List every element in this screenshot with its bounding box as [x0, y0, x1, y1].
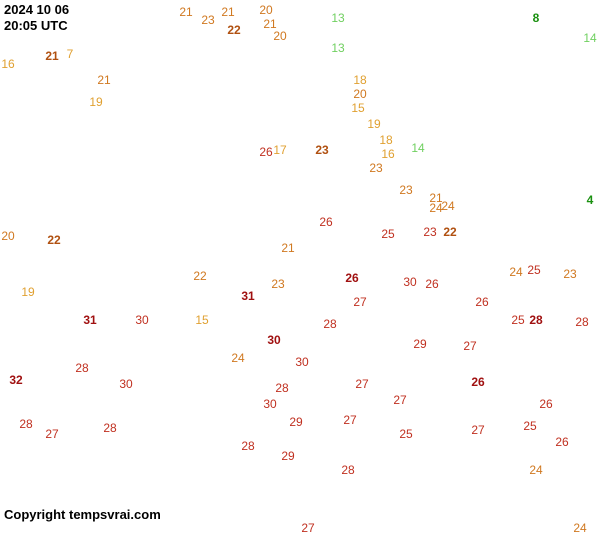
temperature-point: 27: [45, 428, 58, 440]
temperature-point: 17: [273, 144, 286, 156]
date-line: 2024 10 06: [4, 2, 69, 17]
temperature-point: 27: [301, 522, 314, 534]
temperature-point: 26: [259, 146, 272, 158]
temperature-point: 30: [403, 276, 416, 288]
temperature-map: 2024 10 06 20:05 UTC 21 23 21 22 20 21 20 13 13 8…: [0, 0, 600, 536]
temperature-point: 27: [353, 296, 366, 308]
temperature-point: 26: [319, 216, 332, 228]
temperature-point: 23: [423, 226, 436, 238]
temperature-point: 21: [45, 50, 58, 62]
temperature-point: 23: [563, 268, 576, 280]
temperature-point: 22: [193, 270, 206, 282]
temperature-point: 30: [119, 378, 132, 390]
temperature-point: 22: [227, 24, 240, 36]
temperature-point: 28: [275, 382, 288, 394]
temperature-point: 21: [281, 242, 294, 254]
temperature-point: 16: [1, 58, 14, 70]
time-line: 20:05 UTC: [4, 18, 68, 33]
temperature-point: 27: [463, 340, 476, 352]
temperature-point: 31: [241, 290, 254, 302]
temperature-point: 14: [411, 142, 424, 154]
temperature-point: 25: [523, 420, 536, 432]
temperature-point: 24: [529, 464, 542, 476]
temperature-point: 20: [273, 30, 286, 42]
temperature-point: 28: [103, 422, 116, 434]
temperature-point: 30: [135, 314, 148, 326]
temperature-point: 24: [231, 352, 244, 364]
temperature-point: 19: [367, 118, 380, 130]
temperature-point: 22: [47, 234, 60, 246]
temperature-point: 25: [399, 428, 412, 440]
temperature-point: 7: [67, 48, 74, 60]
timestamp-header: 2024 10 06 20:05 UTC: [4, 2, 69, 35]
temperature-point: 30: [263, 398, 276, 410]
temperature-point: 20: [353, 88, 366, 100]
temperature-point: 28: [575, 316, 588, 328]
temperature-point: 15: [195, 314, 208, 326]
temperature-point: 25: [527, 264, 540, 276]
temperature-point: 29: [289, 416, 302, 428]
temperature-point: 23: [315, 144, 328, 156]
temperature-point: 19: [89, 96, 102, 108]
temperature-point: 29: [281, 450, 294, 462]
temperature-point: 22: [443, 226, 456, 238]
temperature-point: 28: [529, 314, 542, 326]
temperature-point: 24: [441, 200, 454, 212]
temperature-point: 8: [533, 12, 540, 24]
copyright-footer: Copyright tempsvrai.com: [4, 507, 161, 522]
temperature-point: 20: [1, 230, 14, 242]
temperature-point: 26: [345, 272, 358, 284]
temperature-point: 26: [539, 398, 552, 410]
temperature-point: 24: [573, 522, 586, 534]
temperature-point: 21: [179, 6, 192, 18]
temperature-point: 27: [471, 424, 484, 436]
temperature-point: 18: [353, 74, 366, 86]
temperature-point: 13: [331, 12, 344, 24]
temperature-point: 28: [75, 362, 88, 374]
temperature-point: 26: [471, 376, 484, 388]
temperature-point: 27: [393, 394, 406, 406]
temperature-point: 14: [583, 32, 596, 44]
temperature-point: 30: [267, 334, 280, 346]
temperature-point: 18: [379, 134, 392, 146]
temperature-point: 29: [413, 338, 426, 350]
temperature-point: 28: [241, 440, 254, 452]
temperature-point: 25: [511, 314, 524, 326]
temperature-point: 26: [425, 278, 438, 290]
temperature-point: 25: [381, 228, 394, 240]
temperature-point: 26: [475, 296, 488, 308]
temperature-point: 21: [221, 6, 234, 18]
temperature-point: 19: [21, 286, 34, 298]
temperature-point: 15: [351, 102, 364, 114]
temperature-point: 23: [399, 184, 412, 196]
temperature-point: 30: [295, 356, 308, 368]
temperature-point: 21: [97, 74, 110, 86]
temperature-point: 26: [555, 436, 568, 448]
temperature-point: 28: [19, 418, 32, 430]
temperature-point: 27: [343, 414, 356, 426]
temperature-point: 28: [341, 464, 354, 476]
temperature-point: 28: [323, 318, 336, 330]
temperature-point: 27: [355, 378, 368, 390]
temperature-point: 23: [369, 162, 382, 174]
temperature-point: 23: [201, 14, 214, 26]
temperature-point: 24: [509, 266, 522, 278]
temperature-point: 23: [271, 278, 284, 290]
temperature-point: 16: [381, 148, 394, 160]
temperature-point: 32: [9, 374, 22, 386]
temperature-point: 4: [587, 194, 594, 206]
temperature-point: 13: [331, 42, 344, 54]
temperature-point: 31: [83, 314, 96, 326]
temperature-point: 20: [259, 4, 272, 16]
